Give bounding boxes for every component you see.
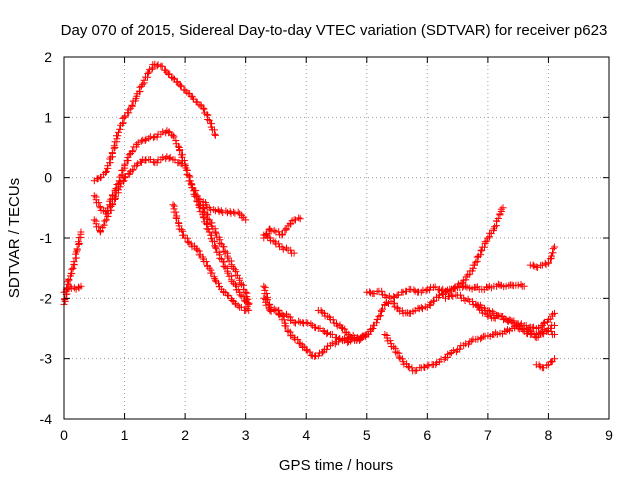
series-track-f xyxy=(169,201,250,314)
x-axis-label: GPS time / hours xyxy=(279,457,393,474)
x-tick-label: 7 xyxy=(484,427,492,443)
chart-title: Day 070 of 2015, Sidereal Day-to-day VTE… xyxy=(61,22,608,39)
x-tick-label: 0 xyxy=(60,427,68,443)
series-track-c xyxy=(90,60,219,185)
series-track-g xyxy=(199,198,250,224)
x-tick-label: 4 xyxy=(302,427,310,443)
data-point-markers xyxy=(260,214,304,242)
series-track-e xyxy=(90,153,253,314)
y-tick-label: 0 xyxy=(44,170,52,186)
data-point-markers xyxy=(526,243,558,271)
series-track-p xyxy=(472,300,558,342)
data-point-markers xyxy=(363,280,528,302)
data-point-markers xyxy=(381,321,558,375)
data-point-markers xyxy=(532,355,558,372)
x-tick-label: 1 xyxy=(121,427,129,443)
y-tick-label: -2 xyxy=(40,290,53,306)
series-track-k xyxy=(260,204,507,346)
grid xyxy=(64,57,609,419)
x-tick-label: 6 xyxy=(423,427,431,443)
data-markers xyxy=(60,60,558,375)
y-tick-label: 1 xyxy=(44,109,52,125)
data-point-markers xyxy=(90,127,253,308)
data-point-markers xyxy=(442,291,558,332)
x-tick-label: 2 xyxy=(181,427,189,443)
x-tick-label: 8 xyxy=(545,427,553,443)
y-tick-label: -3 xyxy=(40,351,53,367)
series-track-r xyxy=(532,355,558,372)
data-point-markers xyxy=(260,204,507,346)
series-track-o xyxy=(442,291,558,332)
series-track-m xyxy=(363,280,528,302)
data-point-markers xyxy=(472,300,558,342)
data-point-markers xyxy=(169,201,250,314)
series-track-l xyxy=(314,306,371,342)
x-tick-label: 3 xyxy=(242,427,250,443)
data-point-markers xyxy=(314,306,371,342)
series-track-i xyxy=(260,214,304,242)
data-point-markers xyxy=(260,282,377,360)
y-tick-label: 2 xyxy=(44,49,52,65)
series-track-j xyxy=(260,282,377,360)
axis-ticks: 0 1 2 3 4 5 6 7 8 9 -4 -3 -2 -1 0 1 2 xyxy=(40,49,614,443)
data-point-markers xyxy=(90,153,253,314)
y-axis-label: SDTVAR / TECUs xyxy=(6,178,23,298)
x-tick-label: 5 xyxy=(363,427,371,443)
series-track-d xyxy=(90,127,253,308)
y-tick-label: -4 xyxy=(40,411,53,427)
data-point-markers xyxy=(90,60,219,185)
series-track-n xyxy=(381,321,558,375)
data-point-markers xyxy=(199,198,250,224)
series-track-q xyxy=(526,243,558,271)
y-tick-label: -1 xyxy=(40,230,53,246)
x-tick-label: 9 xyxy=(605,427,613,443)
